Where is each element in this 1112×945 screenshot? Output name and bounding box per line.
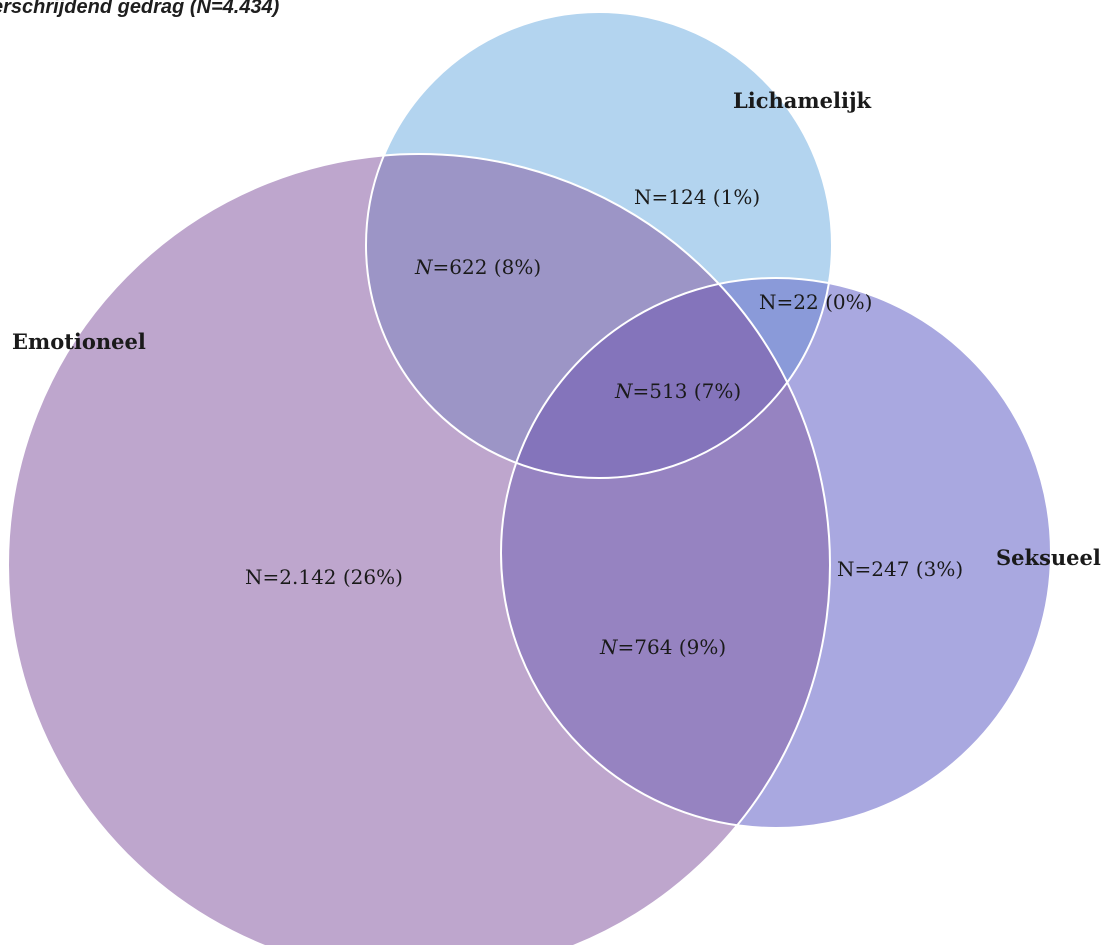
seksueel-only-label: N=247 (3%) xyxy=(837,557,963,581)
emotioneel-seksueel-label: N=764 (9%) xyxy=(599,635,726,659)
title-suffix: =4.434) xyxy=(210,0,280,18)
seksueel-outline xyxy=(500,277,1052,829)
emotioneel-lichamelijk-value: =622 xyxy=(433,255,488,279)
seksueel-only-value: =247 xyxy=(855,557,910,581)
title-prefix: erschrijdend gedrag ( xyxy=(0,0,197,18)
emotioneel-outline xyxy=(7,153,831,945)
emotioneel-only-label: N=2.142 (26%) xyxy=(245,565,403,589)
lichamelijk-label: Lichamelijk xyxy=(733,88,872,113)
all-three-value: =513 xyxy=(633,379,688,403)
diagram-title: erschrijdend gedrag (N=4.434) xyxy=(0,0,279,19)
all-three-n: N xyxy=(614,379,634,403)
lichamelijk-only-value: =124 xyxy=(652,185,707,209)
emotioneel-seksueel-percent: (9%) xyxy=(679,635,726,659)
lichamelijk-only-n: N xyxy=(634,185,652,209)
title-n-symbol: N xyxy=(196,0,211,18)
emotioneel-seksueel-n: N xyxy=(599,635,619,659)
emotioneel-lichamelijk-percent: (8%) xyxy=(494,255,541,279)
emotioneel-only-n: N xyxy=(245,565,263,589)
all-three-label: N=513 (7%) xyxy=(614,379,741,403)
emotioneel-label: Emotioneel xyxy=(12,329,146,354)
lichamelijk-only-percent: (1%) xyxy=(713,185,760,209)
emotioneel-lichamelijk-n: N xyxy=(414,255,434,279)
lichamelijk-outline xyxy=(365,11,833,479)
emotioneel-seksueel-value: =764 xyxy=(618,635,673,659)
lichamelijk-seksueel-value: =22 xyxy=(777,290,819,314)
lichamelijk-seksueel-n: N xyxy=(759,290,777,314)
seksueel-only-percent: (3%) xyxy=(916,557,963,581)
seksueel-label: Seksueel xyxy=(996,545,1101,570)
lichamelijk-seksueel-percent: (0%) xyxy=(825,290,872,314)
emotioneel-lichamelijk-label: N=622 (8%) xyxy=(414,255,541,279)
emotioneel-only-value: =2.142 xyxy=(263,565,337,589)
all-three-percent: (7%) xyxy=(694,379,741,403)
all-three-overlap xyxy=(501,278,830,478)
seksueel-only-n: N xyxy=(837,557,855,581)
lichamelijk-only-label: N=124 (1%) xyxy=(634,185,760,209)
emotioneel-only-percent: (26%) xyxy=(343,565,403,589)
lichamelijk-seksueel-label: N=22 (0%) xyxy=(759,290,872,314)
